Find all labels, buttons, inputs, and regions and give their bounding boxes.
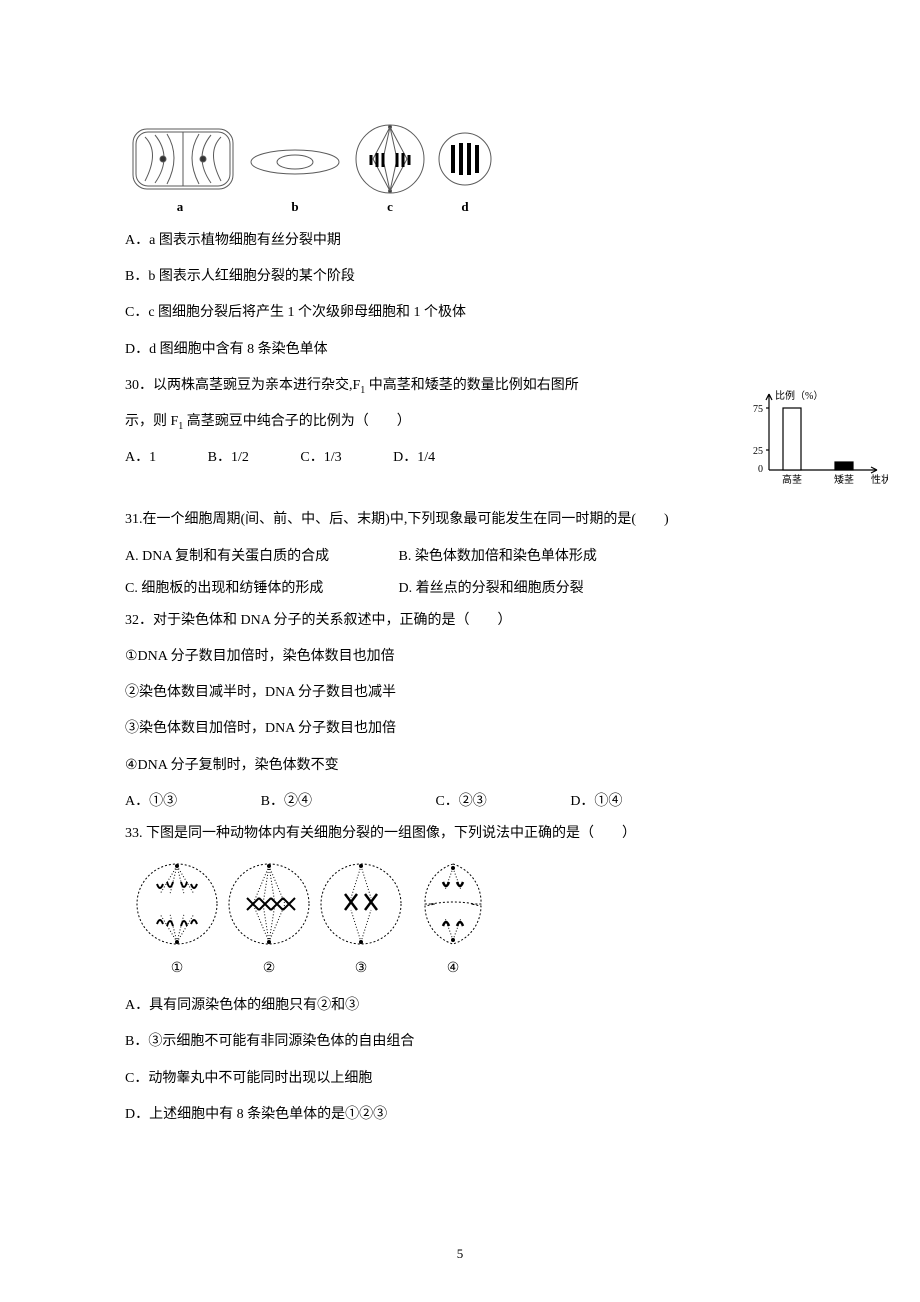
chart-ylabel: 比例（%） xyxy=(775,389,823,402)
q30-text-2b: 高茎豌豆中纯合子的比例为（ ） xyxy=(183,414,411,429)
q32-opt-c: C．②③ xyxy=(435,786,486,818)
q33-fig-3: ③ xyxy=(355,961,368,976)
q32-text: 32．对于染色体和 DNA 分子的关系叙述中，正确的是（ ） xyxy=(125,605,805,637)
q31-row1: A. DNA 复制和有关蛋白质的合成 B. 染色体数加倍和染色单体形成 xyxy=(125,541,805,573)
fig-label-d: d xyxy=(461,199,469,214)
q33-opt-c: C．动物睾丸中不可能同时出现以上细胞 xyxy=(125,1063,805,1095)
q31-text: 31.在一个细胞周期(间、前、中、后、末期)中,下列现象最可能发生在同一时期的是… xyxy=(125,504,805,536)
chart-bar2-label: 矮茎 xyxy=(834,474,854,486)
q29-option-c: C．c 图细胞分裂后将产生 1 个次级卵母细胞和 1 个极体 xyxy=(125,297,805,329)
q31-row2: C. 细胞板的出现和纺锤体的形成 D. 着丝点的分裂和细胞质分裂 xyxy=(125,573,805,605)
chart-ytick-25: 25 xyxy=(753,446,763,457)
q32-options: A．①③ B．②④ C．②③ D．①④ xyxy=(125,786,805,818)
q29-option-b: B．b 图表示人红细胞分裂的某个阶段 xyxy=(125,261,805,293)
figure-q29: a b c d xyxy=(125,117,805,217)
chart-ytick-0: 0 xyxy=(758,464,763,475)
q33-fig-2: ② xyxy=(263,961,276,976)
q33-opt-b: B．③示细胞不可能有非同源染色体的自由组合 xyxy=(125,1026,805,1058)
fig-label-a: a xyxy=(177,199,184,214)
q33-fig-4: ④ xyxy=(447,961,460,976)
q32-s2: ②染色体数目减半时，DNA 分子数目也减半 xyxy=(125,677,805,709)
q30-opt-b: B．1/2 xyxy=(208,442,249,474)
cell-division-four-panels: ① ② ③ ④ xyxy=(125,854,495,982)
cell-division-diagram: a b c d xyxy=(125,117,493,217)
chart-bar1-label: 高茎 xyxy=(782,473,802,486)
chart-xlabel: 性状 xyxy=(871,473,888,486)
q30-opt-d: D．1/4 xyxy=(393,442,435,474)
q30-text-1b: 中高茎和矮茎的数量比例如右图所 xyxy=(365,378,579,393)
q32-s3: ③染色体数目加倍时，DNA 分子数目也加倍 xyxy=(125,713,805,745)
q30-opt-a: A．1 xyxy=(125,442,156,474)
q32-opt-d: D．①④ xyxy=(570,786,622,818)
q33-text: 33. 下图是同一种动物体内有关细胞分裂的一组图像，下列说法中正确的是（ ） xyxy=(125,818,805,850)
q32-opt-a: A．①③ xyxy=(125,786,177,818)
q33-opt-d: D．上述细胞中有 8 条染色单体的是①②③ xyxy=(125,1099,805,1131)
q31-opt-b: B. 染色体数加倍和染色单体形成 xyxy=(399,541,597,573)
figure-q33: ① ② ③ ④ xyxy=(125,854,805,982)
chart-ytick-75: 75 xyxy=(753,404,763,415)
q31-opt-c: C. 细胞板的出现和纺锤体的形成 xyxy=(125,573,395,605)
q29-option-a: A．a 图表示植物细胞有丝分裂中期 xyxy=(125,225,805,257)
q31-opt-a: A. DNA 复制和有关蛋白质的合成 xyxy=(125,541,395,573)
q32-opt-b: B．②④ xyxy=(261,786,312,818)
q30-text-2a: 示，则 F xyxy=(125,414,178,429)
q30-line2: 示，则 F1 高茎豌豆中纯合子的比例为（ ） xyxy=(125,406,695,438)
fig-label-c: c xyxy=(387,199,393,214)
q33-opt-a: A．具有同源染色体的细胞只有②和③ xyxy=(125,990,805,1022)
q31-opt-d: D. 着丝点的分裂和细胞质分裂 xyxy=(399,573,584,605)
q32-s4: ④DNA 分子复制时，染色体数不变 xyxy=(125,750,805,782)
q30-options: A．1 B．1/2 C．1/3 D．1/4 xyxy=(125,442,695,474)
fig-label-b: b xyxy=(291,199,298,214)
q29-option-d: D．d 图细胞中含有 8 条染色单体 xyxy=(125,334,805,366)
page-number: 5 xyxy=(457,1246,464,1262)
q33-fig-1: ① xyxy=(171,961,184,976)
q32-s1: ①DNA 分子数目加倍时，染色体数目也加倍 xyxy=(125,641,805,673)
q30-text-1a: 30．以两株高茎豌豆为亲本进行杂交,F xyxy=(125,378,360,393)
q30-opt-c: C．1/3 xyxy=(300,442,341,474)
q30-chart: 比例（%） 75 25 0 高茎 矮茎 性状 xyxy=(745,388,888,490)
q30-line1: 30．以两株高茎豌豆为亲本进行杂交,F1 中高茎和矮茎的数量比例如右图所 xyxy=(125,370,695,402)
